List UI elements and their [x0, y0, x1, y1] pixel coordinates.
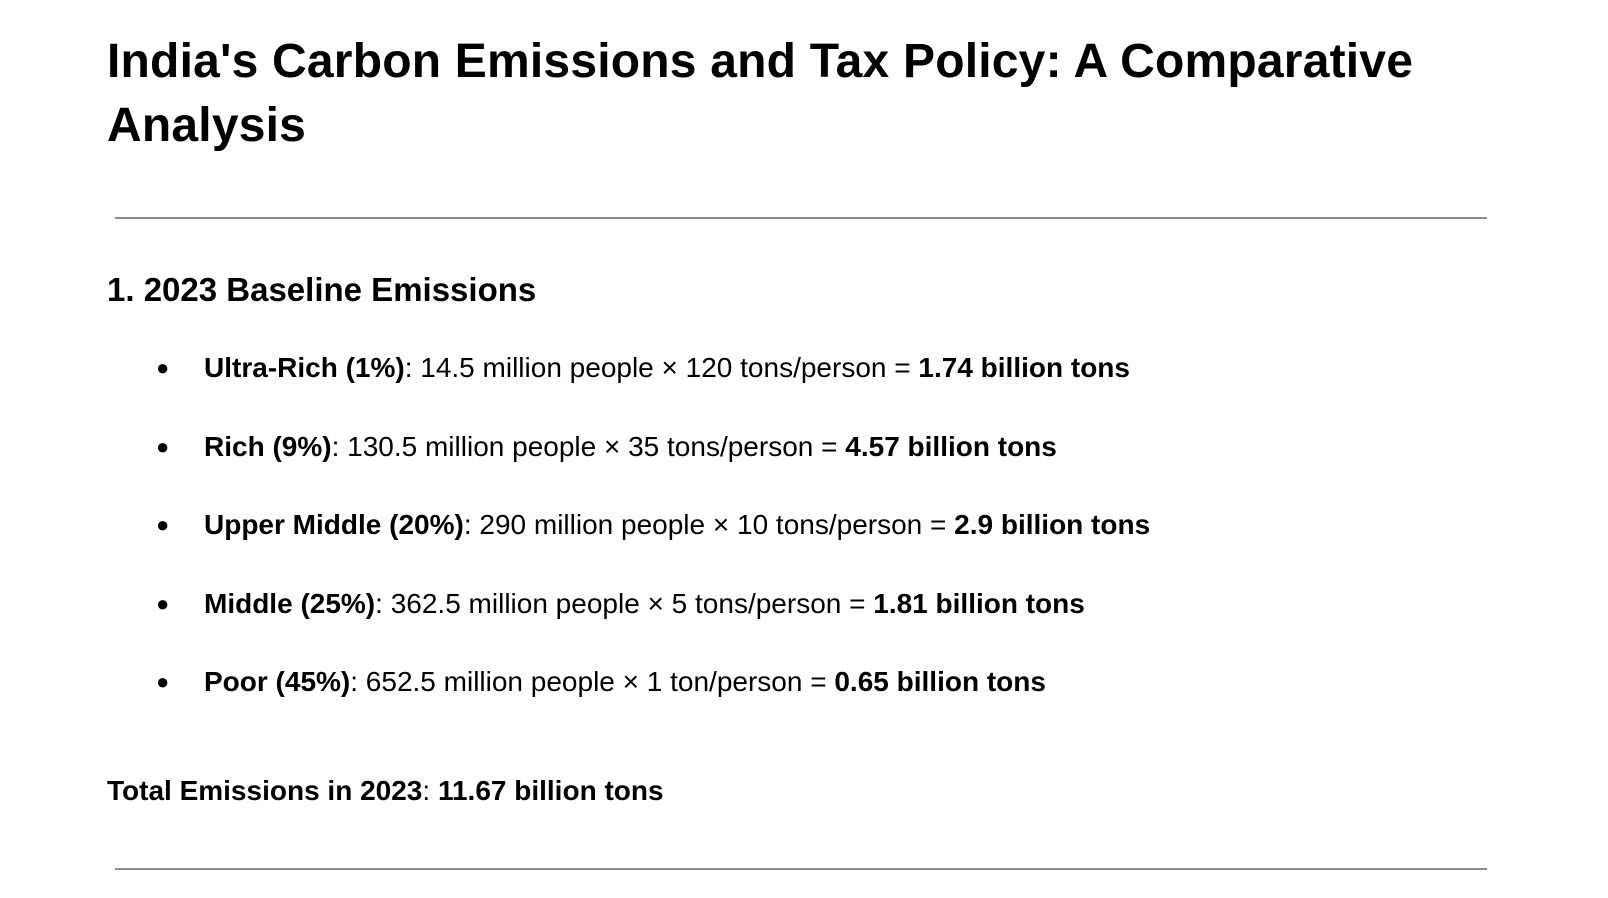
document-title: India's Carbon Emissions and Tax Policy:… [107, 35, 1414, 152]
group-calculation: : 362.5 million people × 5 tons/person = [375, 587, 874, 619]
horizontal-rule-bottom [115, 868, 1487, 870]
group-calculation: : 130.5 million people × 35 tons/person … [331, 430, 846, 462]
bullet-icon: ● [156, 355, 170, 380]
group-result: 2.9 billion tons [954, 509, 1151, 540]
group-result: 4.57 billion tons [845, 430, 1057, 462]
group-result: 0.65 billion tons [834, 666, 1046, 697]
bullet-icon: ● [156, 512, 170, 537]
total-label: Total Emissions in 2023 [107, 775, 423, 806]
group-calculation: : 652.5 million people × 1 ton/person = [350, 666, 835, 697]
total-emissions: Total Emissions in 2023: 11.67 billion t… [107, 771, 664, 811]
group-label: Poor (45%) [204, 666, 351, 697]
group-result: 1.74 billion tons [918, 352, 1130, 383]
list-item-text: Upper Middle (20%): 290 million people ×… [204, 505, 1150, 545]
group-label: Rich (9%) [204, 430, 332, 462]
list-item-text: Rich (9%): 130.5 million people × 35 ton… [204, 427, 1057, 467]
group-calculation: : 290 million people × 10 tons/person = [463, 509, 955, 540]
group-label: Middle (25%) [204, 587, 376, 619]
list-item-text: Poor (45%): 652.5 million people × 1 ton… [204, 662, 1046, 702]
group-calculation: : 14.5 million people × 120 tons/person … [404, 352, 919, 383]
total-value: 11.67 billion tons [437, 775, 664, 806]
bullet-icon: ● [156, 433, 170, 459]
bullet-icon: ● [156, 669, 170, 694]
list-item-text: Ultra-Rich (1%): 14.5 million people × 1… [204, 348, 1130, 388]
bullet-icon: ● [156, 590, 170, 616]
horizontal-rule-top [115, 217, 1487, 219]
section-heading: 1. 2023 Baseline Emissions [107, 271, 537, 308]
group-result: 1.81 billion tons [873, 587, 1085, 619]
list-item-text: Middle (25%): 362.5 million people × 5 t… [204, 584, 1085, 624]
group-label: Upper Middle (20%) [204, 509, 464, 540]
total-separator: : [422, 775, 438, 806]
group-label: Ultra-Rich (1%) [204, 352, 405, 383]
